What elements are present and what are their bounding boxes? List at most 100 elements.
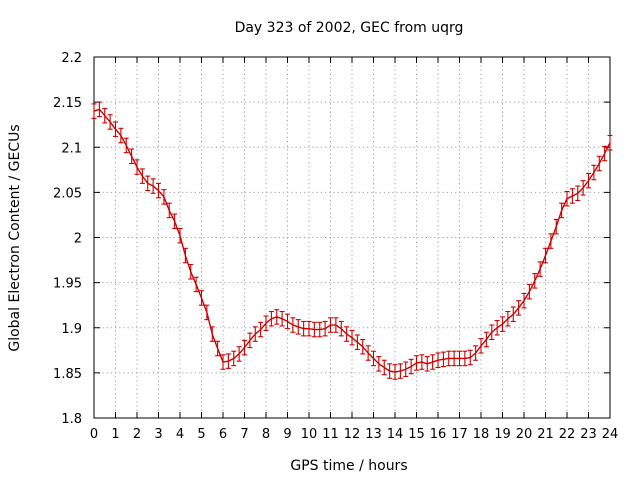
data-point-errorbar	[333, 317, 339, 333]
data-point-errorbar	[102, 107, 108, 124]
tick-layer	[93, 56, 611, 419]
data-point-errorbar	[564, 190, 570, 207]
data-point-errorbar	[467, 349, 473, 366]
data-point-errorbar	[403, 361, 409, 378]
x-tick-label: 20	[516, 427, 533, 442]
y-tick-label: 2.05	[53, 186, 82, 201]
data-point-errorbar	[371, 350, 376, 367]
data-point-errorbar	[247, 332, 253, 349]
data-point-errorbar	[349, 329, 355, 346]
data-point-errorbar	[242, 339, 247, 356]
data-point-errorbar	[156, 182, 161, 199]
data-point-errorbar	[596, 155, 602, 172]
x-tick-label: 23	[580, 427, 597, 442]
data-point-errorbar	[500, 316, 505, 332]
x-tick-label: 11	[322, 427, 339, 442]
data-point-errorbar	[414, 355, 419, 371]
data-point-errorbar	[473, 345, 479, 361]
x-tick-label: 12	[344, 427, 361, 442]
data-point-errorbar	[548, 233, 554, 249]
x-tick-label: 22	[559, 427, 576, 442]
series-layer	[91, 101, 613, 380]
data-point-errorbar	[408, 358, 414, 375]
data-point-errorbar	[435, 352, 441, 369]
data-point-errorbar	[543, 247, 548, 264]
data-point-errorbar	[96, 101, 102, 118]
data-point-errorbar	[553, 218, 559, 235]
data-point-errorbar	[91, 103, 97, 119]
x-tick-label: 5	[197, 427, 205, 442]
data-point-errorbar	[580, 180, 586, 196]
data-point-errorbar	[489, 324, 495, 341]
plot-frame	[93, 56, 611, 419]
data-point-errorbar	[451, 350, 457, 367]
data-point-errorbar	[252, 326, 258, 342]
x-tick-label: 18	[473, 427, 490, 442]
x-tick-label: 3	[154, 427, 162, 442]
data-point-errorbar	[424, 356, 430, 372]
data-point-errorbar	[301, 320, 307, 337]
data-point-errorbar	[123, 137, 129, 154]
x-tick-label: 13	[365, 427, 382, 442]
data-point-errorbar	[182, 247, 188, 264]
data-point-errorbar	[591, 164, 597, 181]
x-tick-label: 8	[262, 427, 270, 442]
data-point-errorbar	[322, 320, 328, 337]
data-point-errorbar	[478, 338, 484, 354]
data-point-errorbar	[505, 310, 511, 327]
data-point-errorbar	[328, 317, 333, 333]
data-point-errorbar	[220, 354, 226, 370]
y-tick-label: 1.95	[53, 277, 82, 292]
data-point-errorbar	[457, 350, 462, 367]
data-point-errorbar	[263, 315, 269, 332]
data-point-errorbar	[607, 134, 613, 151]
x-tick-label: 2	[133, 427, 141, 442]
data-point-errorbar	[306, 320, 312, 337]
data-point-errorbar	[236, 346, 242, 362]
data-point-errorbar	[516, 300, 522, 316]
data-point-errorbar	[118, 127, 124, 144]
data-point-errorbar	[446, 350, 452, 367]
x-tick-label: 24	[602, 427, 619, 442]
x-tick-label: 17	[451, 427, 468, 442]
data-point-errorbar	[521, 292, 527, 309]
y-axis-label: Global Electron Content / GECUs	[7, 124, 23, 351]
data-point-errorbar	[462, 350, 468, 367]
data-point-errorbar	[258, 321, 264, 338]
x-tick-labels: 0 1 2 3 4 5 6 7 8 9 10 11 12 13 14 15 16 17 18 19 20 21 22 23 24	[90, 427, 618, 442]
data-point-errorbar	[419, 354, 425, 370]
data-point-errorbar	[268, 310, 274, 327]
data-point-errorbar	[344, 326, 350, 342]
data-point-errorbar	[134, 159, 140, 175]
data-point-errorbar	[338, 320, 344, 337]
data-point-errorbar	[150, 178, 156, 194]
data-point-errorbar	[188, 264, 194, 280]
x-tick-label: 0	[90, 427, 98, 442]
data-point-errorbar	[177, 227, 183, 244]
data-point-errorbar	[193, 276, 199, 293]
data-point-errorbar	[317, 321, 323, 338]
x-tick-label: 10	[301, 427, 318, 442]
data-point-errorbar	[397, 363, 403, 379]
data-point-errorbar	[430, 354, 436, 370]
data-point-errorbar	[510, 306, 516, 322]
x-axis-label: GPS time / hours	[290, 458, 407, 474]
data-point-errorbar	[365, 345, 371, 361]
data-point-errorbar	[440, 351, 446, 368]
data-point-errorbar	[575, 185, 581, 202]
data-point-errorbar	[279, 310, 285, 327]
data-point-errorbar	[532, 273, 538, 289]
data-point-errorbar	[199, 290, 204, 306]
data-point-errorbar	[483, 331, 489, 348]
data-point-errorbar	[139, 168, 145, 184]
chart-title: Day 323 of 2002, GEC from uqrg	[235, 20, 464, 36]
data-point-errorbar	[526, 283, 532, 300]
data-point-errorbar	[387, 363, 393, 379]
x-tick-label: 9	[283, 427, 291, 442]
y-tick-labels: 1.8 1.85 1.9 1.95 2 2.05 2.1 2.15 2.2	[53, 51, 82, 427]
data-point-errorbar	[166, 202, 172, 219]
data-point-errorbar	[559, 202, 565, 219]
grid-layer	[94, 57, 610, 418]
data-point-errorbar	[161, 189, 167, 205]
